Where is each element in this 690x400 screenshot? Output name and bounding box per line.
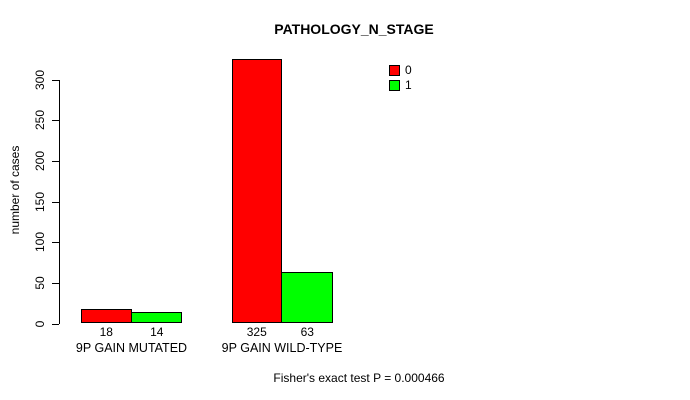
bar-value-label: 63	[300, 325, 314, 339]
legend-label: 0	[405, 63, 412, 77]
y-axis-tick	[52, 282, 59, 284]
y-axis-tick	[52, 120, 59, 122]
bar-series-1	[130, 312, 182, 324]
legend-item: 1	[389, 78, 412, 92]
y-axis-tick-label: 250	[33, 110, 47, 131]
legend-swatch	[389, 80, 400, 91]
y-axis-tick	[52, 79, 59, 81]
y-axis	[59, 79, 60, 325]
y-axis-tick-label: 0	[33, 320, 47, 327]
chart-title: PATHOLOGY_N_STAGE	[274, 21, 434, 37]
bar-series-0	[231, 59, 282, 324]
y-axis-tick	[52, 160, 59, 162]
category-label: 9P GAIN MUTATED	[75, 341, 188, 355]
bar-value-label: 18	[99, 325, 113, 339]
bar-series-0	[81, 308, 132, 324]
y-axis-tick	[52, 323, 59, 325]
legend-label: 1	[405, 78, 412, 92]
y-axis-tick-label: 150	[33, 191, 47, 212]
y-axis-tick	[52, 201, 59, 203]
y-axis-tick-label: 50	[33, 276, 47, 290]
legend-swatch	[389, 65, 400, 76]
legend-item: 0	[389, 63, 412, 77]
bar-value-label: 14	[150, 325, 164, 339]
category-label: 9P GAIN WILD-TYPE	[221, 341, 343, 355]
bar-series-1	[281, 272, 333, 324]
bar-value-label: 325	[246, 325, 267, 339]
y-axis-tick-label: 200	[33, 150, 47, 171]
footnote: Fisher's exact test P = 0.000466	[273, 371, 445, 385]
y-axis-tick-label: 300	[33, 69, 47, 90]
y-axis-tick	[52, 242, 59, 244]
y-axis-tick-label: 100	[33, 232, 47, 253]
